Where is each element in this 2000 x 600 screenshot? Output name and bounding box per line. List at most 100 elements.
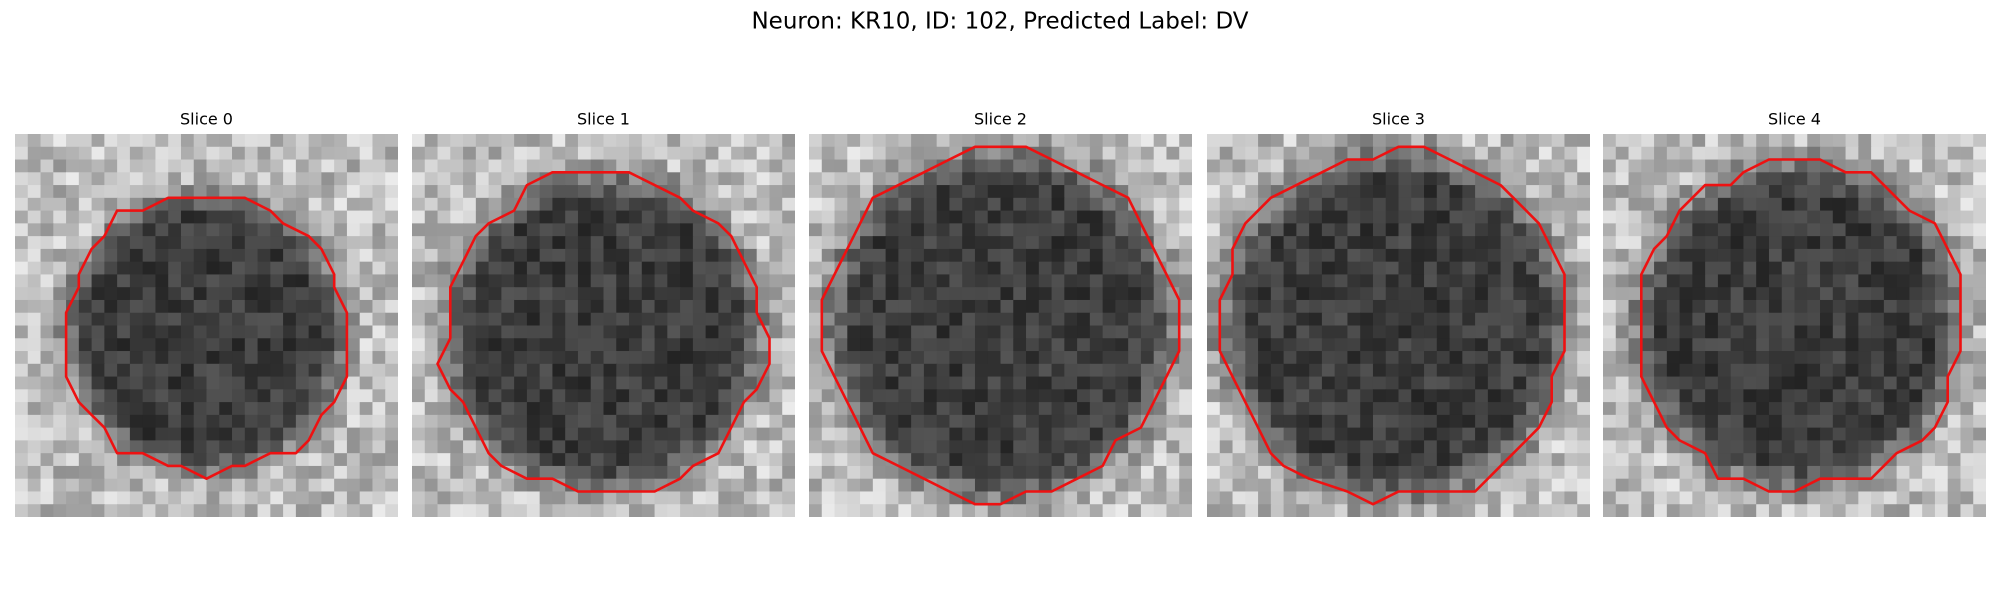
pixel — [1207, 261, 1221, 276]
pixel — [334, 478, 348, 493]
pixel — [257, 491, 271, 505]
pixel — [1845, 351, 1859, 365]
pixel — [1411, 453, 1425, 467]
pixel — [692, 172, 707, 186]
pixel — [616, 248, 630, 263]
pixel — [923, 274, 938, 288]
pixel — [257, 172, 271, 186]
pixel — [1424, 287, 1438, 301]
pixel — [949, 172, 963, 186]
pixel — [283, 414, 297, 429]
pixel — [501, 478, 515, 493]
pixel — [450, 427, 464, 441]
pixel — [1347, 389, 1361, 403]
pixel — [1475, 159, 1489, 173]
pixel — [1026, 274, 1040, 288]
pixel — [1334, 453, 1349, 467]
pixel — [244, 197, 259, 212]
pixel — [756, 248, 771, 263]
pixel — [911, 338, 925, 352]
pixel — [206, 351, 220, 365]
pixel — [1270, 491, 1285, 505]
pixel — [1309, 146, 1323, 161]
pixel — [321, 210, 335, 224]
pixel — [129, 491, 144, 505]
pixel — [1270, 389, 1285, 403]
pixel — [359, 185, 374, 199]
pixel — [1641, 210, 1655, 224]
pixel — [1128, 197, 1142, 212]
pixel — [1245, 134, 1259, 148]
pixel — [860, 185, 874, 199]
pixel — [1038, 134, 1053, 148]
pixel — [731, 363, 745, 378]
pixel — [1064, 338, 1078, 352]
pixel — [475, 197, 490, 212]
pixel — [1896, 248, 1910, 263]
pixel — [1896, 236, 1910, 250]
pixel — [936, 261, 951, 276]
pixel — [180, 185, 195, 199]
pixel — [180, 312, 195, 327]
pixel — [872, 146, 887, 161]
pixel — [872, 197, 887, 212]
pixel — [270, 465, 284, 480]
pixel — [1973, 504, 1986, 517]
pixel — [372, 210, 386, 224]
pixel — [769, 185, 783, 199]
pixel — [1577, 210, 1590, 224]
pixel — [1038, 504, 1053, 517]
pixel — [450, 491, 464, 505]
pixel — [501, 376, 515, 390]
pixel — [1207, 236, 1221, 250]
pixel — [654, 197, 668, 212]
pixel — [616, 414, 630, 429]
pixel — [1654, 376, 1668, 390]
pixel — [463, 389, 477, 403]
pixel — [809, 351, 823, 365]
pixel — [334, 453, 348, 467]
pixel — [1411, 248, 1425, 263]
pixel — [1794, 185, 1808, 199]
pixel — [629, 465, 643, 480]
pixel — [629, 299, 643, 314]
pixel — [206, 146, 220, 161]
pixel — [1207, 274, 1221, 288]
pixel — [1207, 159, 1221, 173]
pixel — [1140, 248, 1155, 263]
pixel — [1513, 172, 1527, 186]
pixel — [1794, 338, 1808, 352]
pixel — [1153, 504, 1168, 517]
pixel — [155, 312, 169, 327]
pixel — [1717, 427, 1732, 441]
pixel — [1128, 363, 1142, 378]
pixel — [78, 159, 93, 173]
pixel — [590, 248, 605, 263]
pixel — [731, 261, 745, 276]
pixel — [1654, 325, 1668, 339]
pixel — [1102, 427, 1116, 441]
pixel — [1449, 261, 1463, 276]
pixel — [1153, 223, 1168, 237]
pixel — [1922, 376, 1936, 390]
pixel — [616, 210, 630, 224]
pixel — [1807, 146, 1821, 161]
pixel — [180, 236, 195, 250]
pixel — [1398, 261, 1412, 276]
pixel — [1909, 414, 1923, 429]
pixel — [346, 312, 361, 327]
pixel — [270, 427, 284, 441]
pixel — [385, 351, 398, 365]
pixel — [641, 325, 656, 339]
pixel — [898, 465, 912, 480]
pixel — [385, 491, 398, 505]
pixel — [1462, 453, 1476, 467]
pixel — [219, 363, 233, 378]
pixel — [385, 185, 398, 199]
pixel — [552, 491, 566, 505]
pixel — [1360, 261, 1374, 276]
pixel — [1166, 261, 1180, 276]
pixel — [1807, 248, 1821, 263]
pixel — [577, 478, 592, 493]
pixel — [718, 325, 732, 339]
